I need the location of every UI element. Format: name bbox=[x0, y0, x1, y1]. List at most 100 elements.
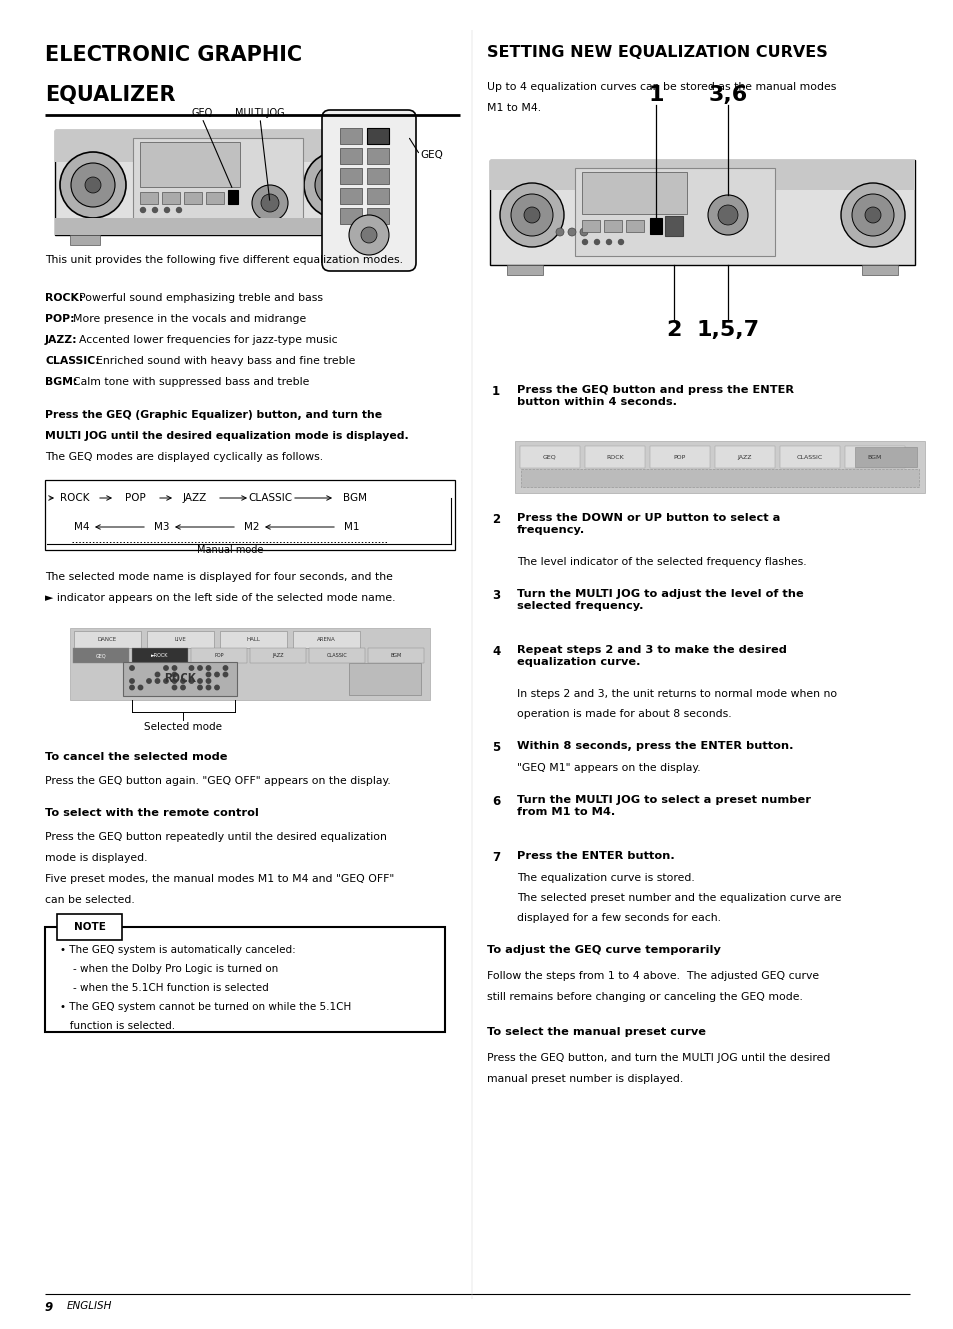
Bar bbox=[367, 209, 389, 225]
Text: 3,6: 3,6 bbox=[708, 85, 747, 105]
Text: Five preset modes, the manual modes M1 to M4 and "GEQ OFF": Five preset modes, the manual modes M1 t… bbox=[45, 874, 394, 884]
Circle shape bbox=[189, 672, 193, 676]
Circle shape bbox=[189, 666, 193, 670]
Circle shape bbox=[718, 205, 738, 225]
Circle shape bbox=[71, 163, 115, 207]
Circle shape bbox=[582, 239, 587, 245]
Bar bbox=[184, 191, 202, 203]
FancyBboxPatch shape bbox=[780, 447, 840, 468]
FancyBboxPatch shape bbox=[584, 447, 644, 468]
FancyBboxPatch shape bbox=[368, 649, 423, 663]
Text: POP: POP bbox=[214, 653, 224, 658]
Text: LIVE: LIVE bbox=[174, 637, 186, 642]
Text: POP: POP bbox=[673, 455, 685, 460]
Circle shape bbox=[499, 183, 563, 247]
FancyBboxPatch shape bbox=[147, 631, 213, 649]
Text: Powerful sound emphasizing treble and bass: Powerful sound emphasizing treble and ba… bbox=[79, 292, 323, 303]
Text: Press the ENTER button.: Press the ENTER button. bbox=[517, 851, 674, 861]
Text: CLASSIC:: CLASSIC: bbox=[45, 356, 100, 365]
Bar bbox=[140, 142, 240, 187]
Circle shape bbox=[261, 194, 278, 213]
Bar bbox=[330, 235, 359, 245]
Circle shape bbox=[214, 679, 219, 683]
Bar bbox=[515, 441, 924, 493]
Bar bbox=[520, 469, 918, 486]
Text: The selected mode name is displayed for four seconds, and the: The selected mode name is displayed for … bbox=[45, 571, 393, 582]
Text: Calm tone with suppressed bass and treble: Calm tone with suppressed bass and trebl… bbox=[73, 377, 310, 387]
Text: EQUALIZER: EQUALIZER bbox=[45, 85, 175, 105]
Text: More presence in the vocals and midrange: More presence in the vocals and midrange bbox=[73, 314, 306, 324]
Text: 7: 7 bbox=[492, 851, 499, 864]
Text: The level indicator of the selected frequency flashes.: The level indicator of the selected freq… bbox=[517, 557, 806, 567]
Text: The GEQ modes are displayed cyclically as follows.: The GEQ modes are displayed cyclically a… bbox=[45, 452, 323, 462]
Circle shape bbox=[164, 686, 168, 690]
Circle shape bbox=[864, 207, 880, 223]
Circle shape bbox=[223, 686, 228, 690]
Text: operation is made for about 8 seconds.: operation is made for about 8 seconds. bbox=[517, 708, 731, 719]
Circle shape bbox=[85, 177, 101, 193]
Bar bbox=[55, 130, 375, 235]
Bar bbox=[367, 128, 389, 144]
Text: JAZZ: JAZZ bbox=[272, 653, 283, 658]
FancyBboxPatch shape bbox=[714, 447, 774, 468]
Circle shape bbox=[130, 666, 134, 670]
Text: - when the Dolby Pro Logic is turned on: - when the Dolby Pro Logic is turned on bbox=[60, 964, 278, 974]
Text: mode is displayed.: mode is displayed. bbox=[45, 853, 148, 863]
Circle shape bbox=[851, 194, 893, 237]
Bar bbox=[367, 148, 389, 163]
Circle shape bbox=[329, 177, 345, 193]
Bar bbox=[490, 159, 914, 190]
Circle shape bbox=[172, 679, 176, 683]
FancyBboxPatch shape bbox=[309, 649, 365, 663]
Circle shape bbox=[181, 679, 185, 683]
Text: 5: 5 bbox=[492, 742, 499, 754]
Text: displayed for a few seconds for each.: displayed for a few seconds for each. bbox=[517, 913, 720, 924]
Circle shape bbox=[214, 672, 219, 676]
Text: Press the GEQ button repeatedly until the desired equalization: Press the GEQ button repeatedly until th… bbox=[45, 832, 387, 843]
Text: 1: 1 bbox=[492, 385, 499, 397]
FancyBboxPatch shape bbox=[74, 631, 141, 649]
Circle shape bbox=[181, 672, 185, 676]
Bar bbox=[649, 218, 661, 234]
Circle shape bbox=[579, 229, 587, 237]
Text: MULTI JOG until the desired equalization mode is displayed.: MULTI JOG until the desired equalization… bbox=[45, 431, 408, 441]
Circle shape bbox=[164, 207, 170, 213]
Bar bbox=[339, 128, 361, 144]
Bar bbox=[854, 447, 916, 466]
Circle shape bbox=[130, 686, 134, 690]
Circle shape bbox=[841, 183, 904, 247]
Text: still remains before changing or canceling the GEQ mode.: still remains before changing or canceli… bbox=[486, 991, 802, 1002]
Text: Press the GEQ button again. "GEQ OFF" appears on the display.: Press the GEQ button again. "GEQ OFF" ap… bbox=[45, 776, 391, 785]
Circle shape bbox=[594, 239, 598, 245]
Text: GEQ: GEQ bbox=[419, 150, 442, 159]
Text: 4: 4 bbox=[492, 645, 499, 658]
Bar bbox=[55, 218, 375, 235]
Text: ROCK: ROCK bbox=[60, 493, 90, 502]
Bar bbox=[367, 187, 389, 203]
Text: Up to 4 equalization curves can be stored as the manual modes: Up to 4 equalization curves can be store… bbox=[486, 82, 836, 92]
FancyBboxPatch shape bbox=[349, 663, 420, 695]
Text: Follow the steps from 1 to 4 above.  The adjusted GEQ curve: Follow the steps from 1 to 4 above. The … bbox=[486, 971, 819, 981]
FancyBboxPatch shape bbox=[132, 649, 188, 663]
Text: Accented lower frequencies for jazz-type music: Accented lower frequencies for jazz-type… bbox=[79, 335, 337, 346]
Text: can be selected.: can be selected. bbox=[45, 894, 134, 905]
FancyBboxPatch shape bbox=[322, 110, 416, 271]
Bar bbox=[55, 130, 375, 162]
Text: The equalization curve is stored.: The equalization curve is stored. bbox=[517, 873, 694, 882]
Bar bbox=[339, 148, 361, 163]
Text: ROCK:: ROCK: bbox=[45, 292, 83, 303]
Text: • The GEQ system cannot be turned on while the 5.1CH: • The GEQ system cannot be turned on whi… bbox=[60, 1002, 351, 1011]
Text: GEQ: GEQ bbox=[542, 455, 557, 460]
Text: ROCK: ROCK bbox=[164, 672, 195, 686]
Circle shape bbox=[567, 229, 576, 237]
Circle shape bbox=[60, 152, 126, 218]
Bar bbox=[45, 928, 444, 1033]
Text: - when the 5.1CH function is selected: - when the 5.1CH function is selected bbox=[60, 983, 269, 993]
Circle shape bbox=[155, 679, 159, 683]
Text: To select the manual preset curve: To select the manual preset curve bbox=[486, 1027, 705, 1037]
Text: ELECTRONIC GRAPHIC: ELECTRONIC GRAPHIC bbox=[45, 45, 302, 65]
Text: Turn the MULTI JOG to select a preset number
from M1 to M4.: Turn the MULTI JOG to select a preset nu… bbox=[517, 795, 810, 816]
Circle shape bbox=[304, 152, 370, 218]
Text: JAZZ: JAZZ bbox=[737, 455, 752, 460]
Circle shape bbox=[197, 672, 202, 676]
